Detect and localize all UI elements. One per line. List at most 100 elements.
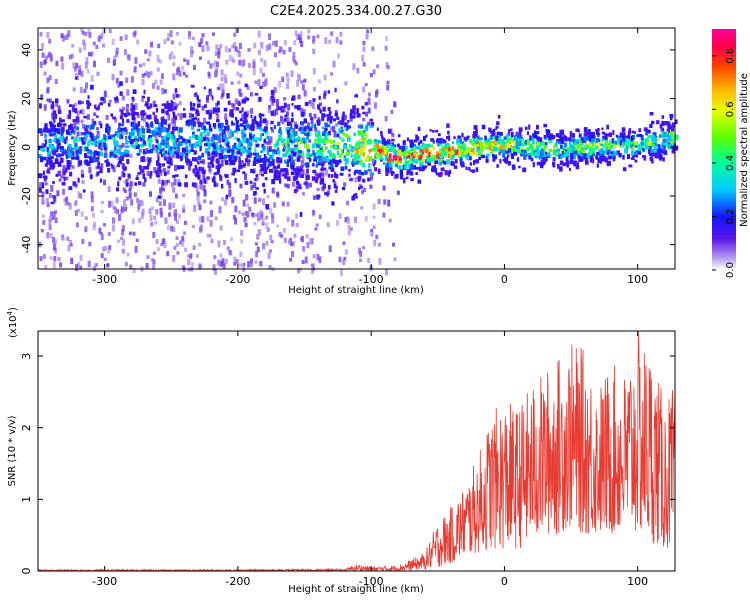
- spectrogram-noise-cell: [263, 80, 267, 87]
- snr-x-ticks: -300 -200 -100 0 100: [92, 331, 648, 588]
- spectrogram-noise-cell: [73, 67, 77, 72]
- spectrogram-x-tick-label: -200: [225, 273, 250, 286]
- spectrogram-noise-cell: [81, 108, 85, 115]
- spectrogram-noise-cell: [231, 59, 235, 63]
- spectrogram-noise-cell: [163, 39, 167, 44]
- spectrogram-signal-cell: [84, 159, 88, 165]
- spectrogram-signal-cell: [651, 137, 655, 142]
- spectrogram-signal-cell: [172, 111, 176, 115]
- spectrogram-signal-cell: [196, 170, 200, 174]
- spectrogram-noise-cell: [362, 117, 366, 122]
- spectrogram-noise-cell: [365, 34, 369, 40]
- spectrogram-noise-cell: [278, 231, 282, 237]
- spectrogram-noise-cell: [152, 100, 156, 108]
- spectrogram-signal-cell: [345, 147, 350, 150]
- spectrogram-signal-cell: [303, 182, 308, 185]
- spectrogram-signal-cell: [275, 142, 279, 147]
- spectrogram-noise-cell: [242, 59, 246, 66]
- spectrogram-noise-cell: [208, 166, 212, 172]
- spectrogram-noise-cell: [316, 253, 320, 261]
- spectrogram-signal-cell: [436, 138, 440, 143]
- spectrogram-signal-cell: [362, 111, 366, 115]
- spectrogram-signal-cell: [368, 149, 373, 152]
- spectrogram-noise-cell: [54, 217, 58, 224]
- spectrogram-signal-cell: [328, 166, 332, 170]
- spectrogram-signal-cell: [193, 150, 197, 154]
- spectrogram-signal-cell: [398, 145, 402, 150]
- spectrogram-noise-cell: [361, 190, 364, 195]
- spectrogram-signal-cell: [340, 166, 345, 171]
- spectrogram-signal-cell: [413, 147, 416, 152]
- spectrogram-noise-cell: [170, 40, 174, 45]
- spectrogram-signal-cell: [351, 161, 355, 165]
- spectrogram-signal-cell: [299, 126, 302, 131]
- spectrogram-noise-cell: [39, 256, 43, 261]
- spectrogram-noise-cell: [100, 200, 104, 204]
- spectrogram-signal-cell: [49, 160, 53, 164]
- spectrogram-signal-cell: [265, 204, 270, 209]
- spectrogram-noise-cell: [140, 200, 144, 206]
- spectrogram-signal-cell: [555, 141, 558, 147]
- spectrogram-signal-cell: [99, 178, 103, 183]
- spectrogram-signal-cell: [177, 182, 182, 187]
- spectrogram-noise-cell: [114, 118, 118, 123]
- spectrogram-signal-cell: [469, 147, 474, 151]
- spectrogram-noise-cell: [298, 267, 302, 272]
- spectrogram-noise-cell: [342, 241, 346, 245]
- spectrogram-noise-cell: [223, 155, 227, 162]
- spectrogram-signal-cell: [665, 131, 669, 135]
- spectrogram-noise-cell: [175, 236, 179, 240]
- spectrogram-noise-cell: [202, 171, 206, 179]
- spectrogram-noise-cell: [160, 126, 164, 131]
- spectrogram-signal-cell: [397, 160, 400, 165]
- spectrogram-signal-cell: [362, 137, 367, 143]
- spectrogram-noise-cell: [263, 60, 267, 67]
- spectrogram-signal-cell: [122, 166, 127, 171]
- spectrogram-signal-cell: [60, 127, 65, 132]
- spectrogram-noise-cell: [238, 93, 242, 97]
- spectrogram-signal-cell: [75, 76, 77, 80]
- spectrogram-signal-cell: [302, 130, 305, 135]
- spectrogram-noise-cell: [312, 86, 316, 92]
- spectrogram-signal-cell: [397, 154, 400, 157]
- spectrogram-x-ticks: -300 -200 -100 0 100: [92, 28, 648, 286]
- spectrogram-signal-cell: [48, 150, 51, 155]
- spectrogram-noise-cell: [282, 143, 286, 149]
- spectrogram-signal-cell: [242, 163, 247, 167]
- spectrogram-signal-cell: [197, 161, 200, 165]
- spectrogram-signal-cell: [281, 105, 285, 109]
- spectrogram-signal-cell: [87, 141, 90, 147]
- spectrogram-noise-cell: [155, 197, 159, 203]
- spectrogram-signal-cell: [158, 166, 161, 170]
- spectrogram-noise-cell: [385, 36, 389, 42]
- spectrogram-signal-cell: [212, 107, 217, 113]
- spectrogram-noise-cell: [228, 54, 232, 62]
- spectrogram-signal-cell: [125, 140, 130, 144]
- spectrogram-noise-cell: [268, 33, 271, 40]
- spectrogram-signal-cell: [94, 141, 98, 146]
- spectrogram-noise-cell: [333, 130, 337, 138]
- spectrogram-noise-cell: [129, 153, 133, 158]
- spectrogram-signal-cell: [306, 144, 310, 149]
- spectrogram-noise-cell: [225, 128, 229, 132]
- spectrogram-noise-cell: [86, 114, 90, 120]
- spectrogram-signal-cell: [221, 155, 225, 159]
- spectrogram-signal-cell: [634, 141, 639, 146]
- spectrogram-signal-cell: [216, 119, 220, 123]
- spectrogram-signal-cell: [218, 164, 222, 169]
- spectrogram-noise-cell: [156, 85, 160, 90]
- spectrogram-noise-cell: [286, 77, 290, 83]
- spectrogram-signal-cell: [187, 159, 191, 163]
- spectrogram-signal-cell: [109, 151, 114, 156]
- spectrogram-signal-cell: [142, 149, 146, 153]
- spectrogram-signal-cell: [626, 145, 630, 149]
- spectrogram-signal-cell: [391, 138, 395, 142]
- spectrogram-signal-cell: [380, 131, 383, 136]
- spectrogram-signal-cell: [545, 129, 549, 133]
- spectrogram-signal-cell: [262, 128, 267, 132]
- spectrogram-signal-cell: [185, 145, 189, 151]
- spectrogram-signal-cell: [514, 141, 517, 145]
- spectrogram-signal-cell: [340, 150, 343, 155]
- spectrogram-signal-cell: [134, 125, 139, 131]
- spectrogram-noise-cell: [148, 50, 152, 57]
